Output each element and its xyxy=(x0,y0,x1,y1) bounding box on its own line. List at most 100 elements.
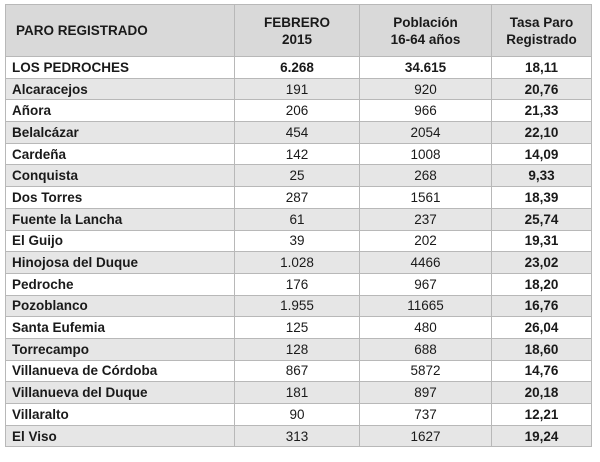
paro-cell: 125 xyxy=(234,316,360,339)
municipality-cell: Villanueva del Duque xyxy=(5,381,235,404)
tasa-cell: 19,24 xyxy=(491,424,592,448)
paro-cell: 454 xyxy=(234,121,360,144)
header-tasa-line-1: Tasa Paro xyxy=(509,14,574,30)
paro-cell: 206 xyxy=(234,99,360,123)
table-row: El Guijo 39 202 19,31 xyxy=(5,229,592,253)
tasa-cell: 23,02 xyxy=(491,251,592,274)
paro-cell: 867 xyxy=(234,359,360,383)
tasa-cell: 20,76 xyxy=(491,77,592,101)
poblacion-cell: 2054 xyxy=(359,121,492,144)
table-row: Belalcázar 454 2054 22,10 xyxy=(5,121,592,144)
tasa-cell: 18,11 xyxy=(491,56,592,79)
municipality-cell: Torrecampo xyxy=(5,337,235,361)
municipality-cell: Villaralto xyxy=(5,403,235,426)
municipality-cell: Fuente la Lancha xyxy=(5,207,235,231)
paro-cell: 1.955 xyxy=(234,294,360,318)
paro-cell: 6.268 xyxy=(234,56,360,79)
header-row: PARO REGISTRADO FEBRERO 2015 Población 1… xyxy=(5,4,592,57)
header-febrero-2015: FEBRERO 2015 xyxy=(234,4,360,57)
poblacion-cell: 737 xyxy=(359,403,492,426)
municipality-cell: El Viso xyxy=(5,424,235,448)
municipality-cell: Pedroche xyxy=(5,272,235,296)
municipality-cell: Dos Torres xyxy=(5,186,235,209)
poblacion-cell: 237 xyxy=(359,207,492,231)
municipality-cell: El Guijo xyxy=(5,229,235,253)
paro-cell: 142 xyxy=(234,142,360,166)
poblacion-cell: 897 xyxy=(359,381,492,404)
tasa-cell: 21,33 xyxy=(491,99,592,123)
paro-cell: 128 xyxy=(234,337,360,361)
tasa-cell: 14,09 xyxy=(491,142,592,166)
tasa-cell: 14,76 xyxy=(491,359,592,383)
table-header: PARO REGISTRADO FEBRERO 2015 Población 1… xyxy=(5,4,592,57)
poblacion-cell: 966 xyxy=(359,99,492,123)
municipality-cell: Alcaracejos xyxy=(5,77,235,101)
table-row: Fuente la Lancha 61 237 25,74 xyxy=(5,207,592,231)
paro-cell: 39 xyxy=(234,229,360,253)
header-poblacion-line-2: 16-64 años xyxy=(390,31,461,47)
table-row: Cardeña 142 1008 14,09 xyxy=(5,142,592,166)
table-row: Pedroche 176 967 18,20 xyxy=(5,272,592,296)
table-row: Villanueva del Duque 181 897 20,18 xyxy=(5,381,592,404)
header-tasa-paro: Tasa Paro Registrado xyxy=(491,4,592,57)
header-febrero-line-1: FEBRERO xyxy=(263,14,330,30)
table-row-total: LOS PEDROCHES 6.268 34.615 18,11 xyxy=(5,56,592,79)
table-row: Añora 206 966 21,33 xyxy=(5,99,592,123)
municipality-cell: LOS PEDROCHES xyxy=(5,56,235,79)
table-row: Alcaracejos 191 920 20,76 xyxy=(5,77,592,101)
header-febrero-line-2: 2015 xyxy=(281,31,313,47)
table-row: Hinojosa del Duque 1.028 4466 23,02 xyxy=(5,251,592,274)
municipality-cell: Belalcázar xyxy=(5,121,235,144)
table-row: Villaralto 90 737 12,21 xyxy=(5,403,592,426)
paro-cell: 1.028 xyxy=(234,251,360,274)
poblacion-cell: 1627 xyxy=(359,424,492,448)
paro-registrado-table: PARO REGISTRADO FEBRERO 2015 Población 1… xyxy=(5,4,592,448)
table-row: Pozoblanco 1.955 11665 16,76 xyxy=(5,294,592,318)
tasa-cell: 18,60 xyxy=(491,337,592,361)
paro-cell: 313 xyxy=(234,424,360,448)
header-poblacion-line-1: Población xyxy=(393,14,458,30)
paro-cell: 25 xyxy=(234,164,360,188)
poblacion-cell: 5872 xyxy=(359,359,492,383)
tasa-cell: 26,04 xyxy=(491,316,592,339)
municipality-cell: Conquista xyxy=(5,164,235,188)
poblacion-cell: 34.615 xyxy=(359,56,492,79)
poblacion-cell: 1008 xyxy=(359,142,492,166)
paro-cell: 191 xyxy=(234,77,360,101)
table-row: Dos Torres 287 1561 18,39 xyxy=(5,186,592,209)
tasa-cell: 18,20 xyxy=(491,272,592,296)
poblacion-cell: 688 xyxy=(359,337,492,361)
paro-cell: 90 xyxy=(234,403,360,426)
poblacion-cell: 4466 xyxy=(359,251,492,274)
header-paro-registrado: PARO REGISTRADO xyxy=(5,4,235,57)
poblacion-cell: 11665 xyxy=(359,294,492,318)
paro-cell: 181 xyxy=(234,381,360,404)
paro-cell: 287 xyxy=(234,186,360,209)
municipality-cell: Santa Eufemia xyxy=(5,316,235,339)
municipality-cell: Cardeña xyxy=(5,142,235,166)
table-row: Torrecampo 128 688 18,60 xyxy=(5,337,592,361)
tasa-cell: 22,10 xyxy=(491,121,592,144)
header-paro-registrado-line-1: PARO REGISTRADO xyxy=(16,23,148,38)
table-row: Conquista 25 268 9,33 xyxy=(5,164,592,188)
tasa-cell: 18,39 xyxy=(491,186,592,209)
poblacion-cell: 480 xyxy=(359,316,492,339)
table-row: Santa Eufemia 125 480 26,04 xyxy=(5,316,592,339)
table-container: PARO REGISTRADO FEBRERO 2015 Población 1… xyxy=(5,4,592,448)
poblacion-cell: 967 xyxy=(359,272,492,296)
tasa-cell: 16,76 xyxy=(491,294,592,318)
municipality-cell: Pozoblanco xyxy=(5,294,235,318)
tasa-cell: 9,33 xyxy=(491,164,592,188)
municipality-cell: Villanueva de Córdoba xyxy=(5,359,235,383)
header-poblacion: Población 16-64 años xyxy=(359,4,492,57)
tasa-cell: 20,18 xyxy=(491,381,592,404)
poblacion-cell: 1561 xyxy=(359,186,492,209)
tasa-cell: 12,21 xyxy=(491,403,592,426)
table-row: El Viso 313 1627 19,24 xyxy=(5,424,592,448)
table-body: LOS PEDROCHES 6.268 34.615 18,11 Alcaracejos… xyxy=(5,56,592,448)
tasa-cell: 19,31 xyxy=(491,229,592,253)
header-tasa-line-2: Registrado xyxy=(506,31,577,47)
table-row: Villanueva de Córdoba 867 5872 14,76 xyxy=(5,359,592,383)
tasa-cell: 25,74 xyxy=(491,207,592,231)
municipality-cell: Añora xyxy=(5,99,235,123)
